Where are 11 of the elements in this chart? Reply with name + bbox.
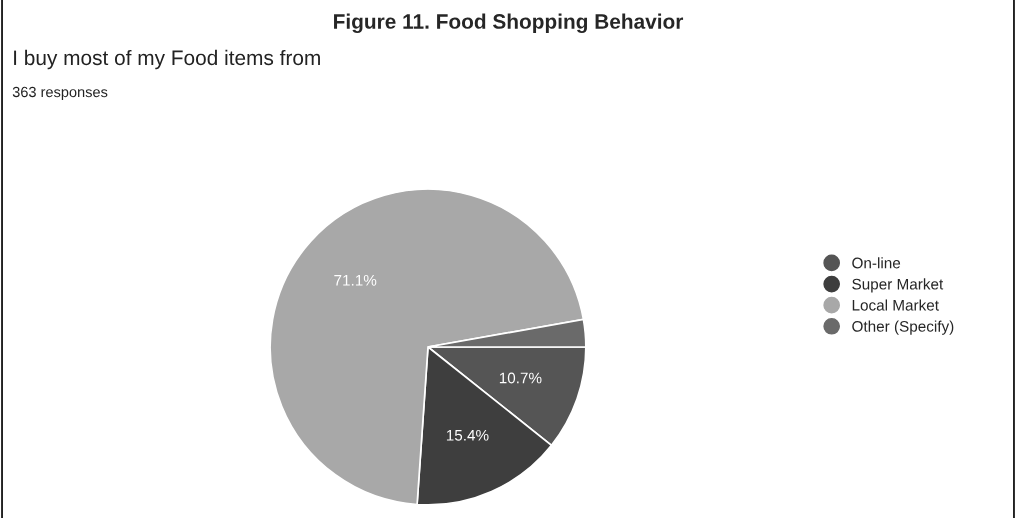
- legend-label: On-line: [852, 257, 901, 269]
- pie-slice: [269, 188, 585, 506]
- text: 363 responses: [12, 86, 108, 101]
- chart-subtitle: I buy most of my Food items from: [14, 49, 320, 70]
- chart-title: Figure 11. Food Shopping Behavior: [334, 13, 684, 34]
- data-label: 10.7%: [499, 372, 542, 384]
- legend-label: Local Market: [852, 299, 939, 311]
- data-label: 71.1%: [334, 274, 377, 286]
- legend-label: Super Market: [852, 278, 944, 293]
- legend-label: Other (Specify): [852, 320, 954, 335]
- data-label: 15.4%: [446, 429, 489, 441]
